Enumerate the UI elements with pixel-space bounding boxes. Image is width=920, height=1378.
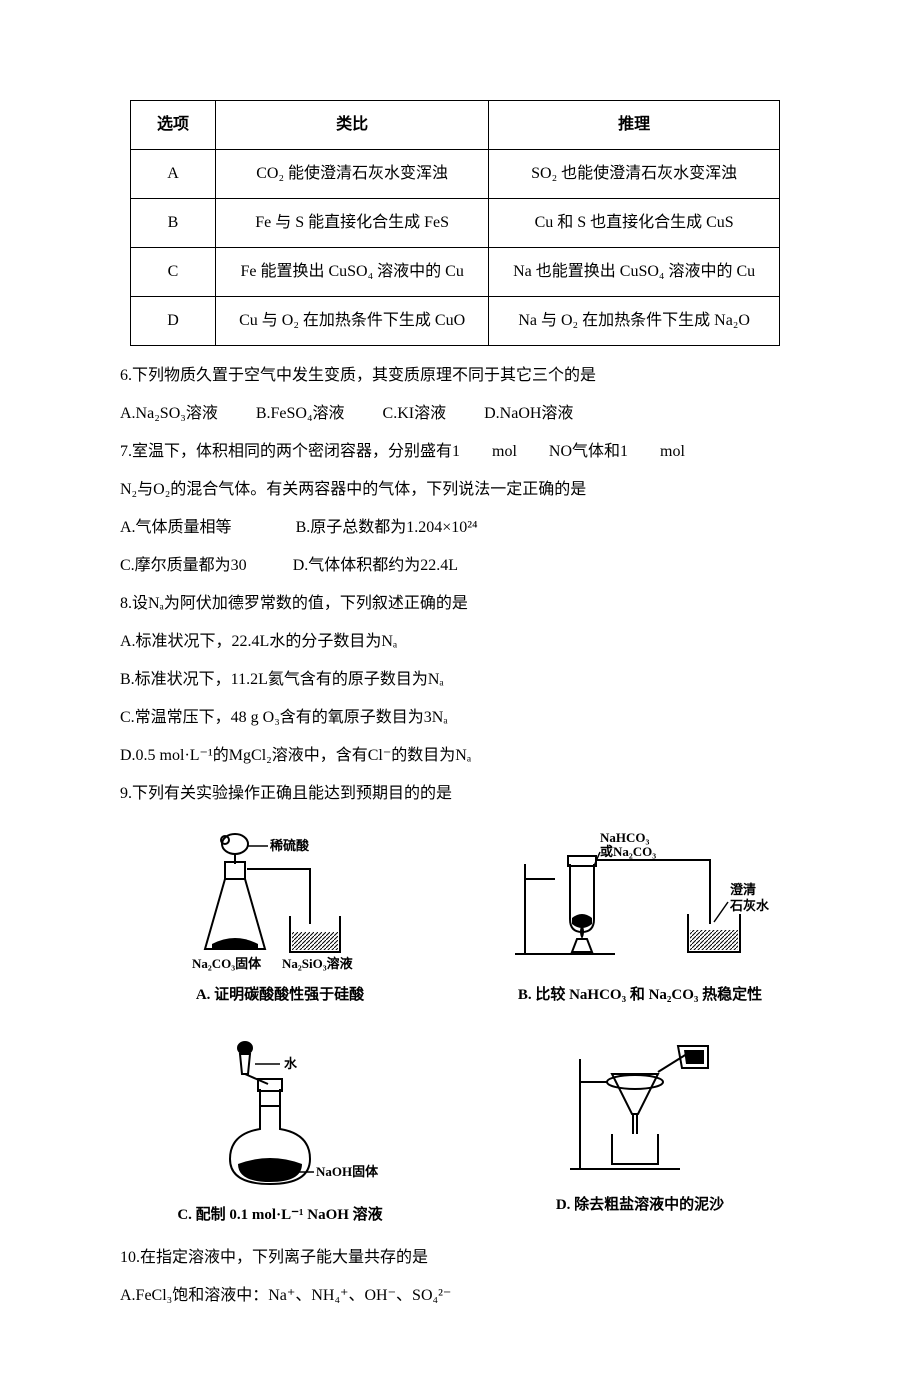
q5-cell: SO₂ 也能使澄清石灰水变浑浊 [489,150,780,199]
q8-opt-b: B.标准状况下，11.2L氦气含有的原子数目为Nₐ [120,664,800,696]
q6-opt-d: D.NaOH溶液 [484,405,573,422]
label-naoh: NaOH固体 [316,1164,379,1179]
q5-cell: Cu 和 S 也直接化合生成 CuS [489,199,780,248]
q10-opt-a: A.FeCl₃饱和溶液中：Na⁺、NH₄⁺、OH⁻、SO₄²⁻ [120,1280,800,1312]
q7-line1: 7.室温下，体积相同的两个密闭容器，分别盛有1 mol NO气体和1 mol [120,436,800,468]
q6-opt-c: C.KI溶液 [383,405,447,422]
q9-figA: 稀硫酸 Na₂CO₃固体 Na₂SiO₃溶液 A. 证明碳酸酸性强于硅酸 [120,824,440,1010]
q6-options: A.Na₂SO₃溶液 B.FeSO₄溶液 C.KI溶液 D.NaOH溶液 [120,398,800,430]
table-row: C Fe 能置换出 CuSO₄ 溶液中的 Cu Na 也能置换出 CuSO₄ 溶… [131,248,780,297]
svg-text:或Na₂CO₃: 或Na₂CO₃ [600,844,656,859]
q5-cell: Fe 能置换出 CuSO₄ 溶液中的 Cu [216,248,489,297]
apparatus-b-icon: NaHCO₃ 或Na₂CO₃ 澄清 石灰水 [500,824,780,974]
q7-line2: N₂与O₂的混合气体。有关两容器中的气体，下列说法一定正确的是 [120,474,800,506]
table-row: D Cu 与 O₂ 在加热条件下生成 CuO Na 与 O₂ 在加热条件下生成 … [131,297,780,346]
q5-cell: B [131,199,216,248]
q5-th-inference: 推理 [489,101,780,150]
q7-opts-ab: A.气体质量相等 B.原子总数都为1.204×10²⁴ [120,512,800,544]
q9-figC: 水 NaOH固体 C. 配制 0.1 mol·L⁻¹ NaOH 溶液 [120,1034,440,1230]
q9-figB: NaHCO₃ 或Na₂CO₃ 澄清 石灰水 B. 比较 NaHCO₃ 和 Na₂… [480,824,800,1010]
label-salt: NaHCO₃ [600,830,650,845]
svg-text:澄清: 澄清 [730,882,756,897]
q8-stem: 8.设Nₐ为阿伏加德罗常数的值，下列叙述正确的是 [120,588,800,620]
q7-opt-c: C.摩尔质量都为30 [120,557,247,574]
q8-opt-a: A.标准状况下，22.4L水的分子数目为Nₐ [120,626,800,658]
q8-opt-c: C.常温常压下，48 g O₃含有的氧原子数目为3Nₐ [120,702,800,734]
q6-opt-a: A.Na₂SO₃溶液 [120,405,218,422]
q5-th-option: 选项 [131,101,216,150]
svg-text:石灰水: 石灰水 [729,898,770,913]
q5-cell: D [131,297,216,346]
q9-stem: 9.下列有关实验操作正确且能达到预期目的的是 [120,778,800,810]
apparatus-a-icon: 稀硫酸 Na₂CO₃固体 Na₂SiO₃溶液 [170,824,390,974]
label-water: 水 [284,1056,298,1071]
table-row: B Fe 与 S 能直接化合生成 FeS Cu 和 S 也直接化合生成 CuS [131,199,780,248]
q7-opt-a: A.气体质量相等 [120,519,232,536]
q9-figD: D. 除去粗盐溶液中的泥沙 [480,1034,800,1230]
q7-opt-d: D.气体体积都约为22.4L [293,557,458,574]
q5-cell: Na 也能置换出 CuSO₄ 溶液中的 Cu [489,248,780,297]
q5-cell: Cu 与 O₂ 在加热条件下生成 CuO [216,297,489,346]
q7-opt-b: B.原子总数都为1.204×10²⁴ [296,519,478,536]
q5-th-analogy: 类比 [216,101,489,150]
q10-stem: 10.在指定溶液中，下列离子能大量共存的是 [120,1242,800,1274]
q5-cell: A [131,150,216,199]
q6-opt-b: B.FeSO₄溶液 [256,405,345,422]
q6-stem: 6.下列物质久置于空气中发生变质，其变质原理不同于其它三个的是 [120,360,800,392]
label-sol: Na₂SiO₃溶液 [282,956,353,971]
q5-cell: C [131,248,216,297]
apparatus-d-icon [540,1034,740,1184]
apparatus-c-icon: 水 NaOH固体 [180,1034,380,1194]
label-solid: Na₂CO₃固体 [192,956,262,971]
q9-capC: C. 配制 0.1 mol·L⁻¹ NaOH 溶液 [177,1200,382,1230]
q9-capB: B. 比较 NaHCO₃ 和 Na₂CO₃ 热稳定性 [518,980,762,1010]
q5-cell: Fe 与 S 能直接化合生成 FeS [216,199,489,248]
q5-cell: CO₂ 能使澄清石灰水变浑浊 [216,150,489,199]
q8-opt-d: D.0.5 mol·L⁻¹的MgCl₂溶液中，含有Cl⁻的数目为Nₐ [120,740,800,772]
q7-opts-cd: C.摩尔质量都为30 D.气体体积都约为22.4L [120,550,800,582]
q5-table: 选项 类比 推理 A CO₂ 能使澄清石灰水变浑浊 SO₂ 也能使澄清石灰水变浑… [130,100,780,346]
table-row: A CO₂ 能使澄清石灰水变浑浊 SO₂ 也能使澄清石灰水变浑浊 [131,150,780,199]
q9-figure-grid: 稀硫酸 Na₂CO₃固体 Na₂SiO₃溶液 A. 证明碳酸酸性强于硅酸 [120,824,800,1230]
q5-cell: Na 与 O₂ 在加热条件下生成 Na₂O [489,297,780,346]
q9-capD: D. 除去粗盐溶液中的泥沙 [556,1190,724,1220]
q9-capA: A. 证明碳酸酸性强于硅酸 [196,980,364,1010]
label-acid: 稀硫酸 [270,838,310,853]
